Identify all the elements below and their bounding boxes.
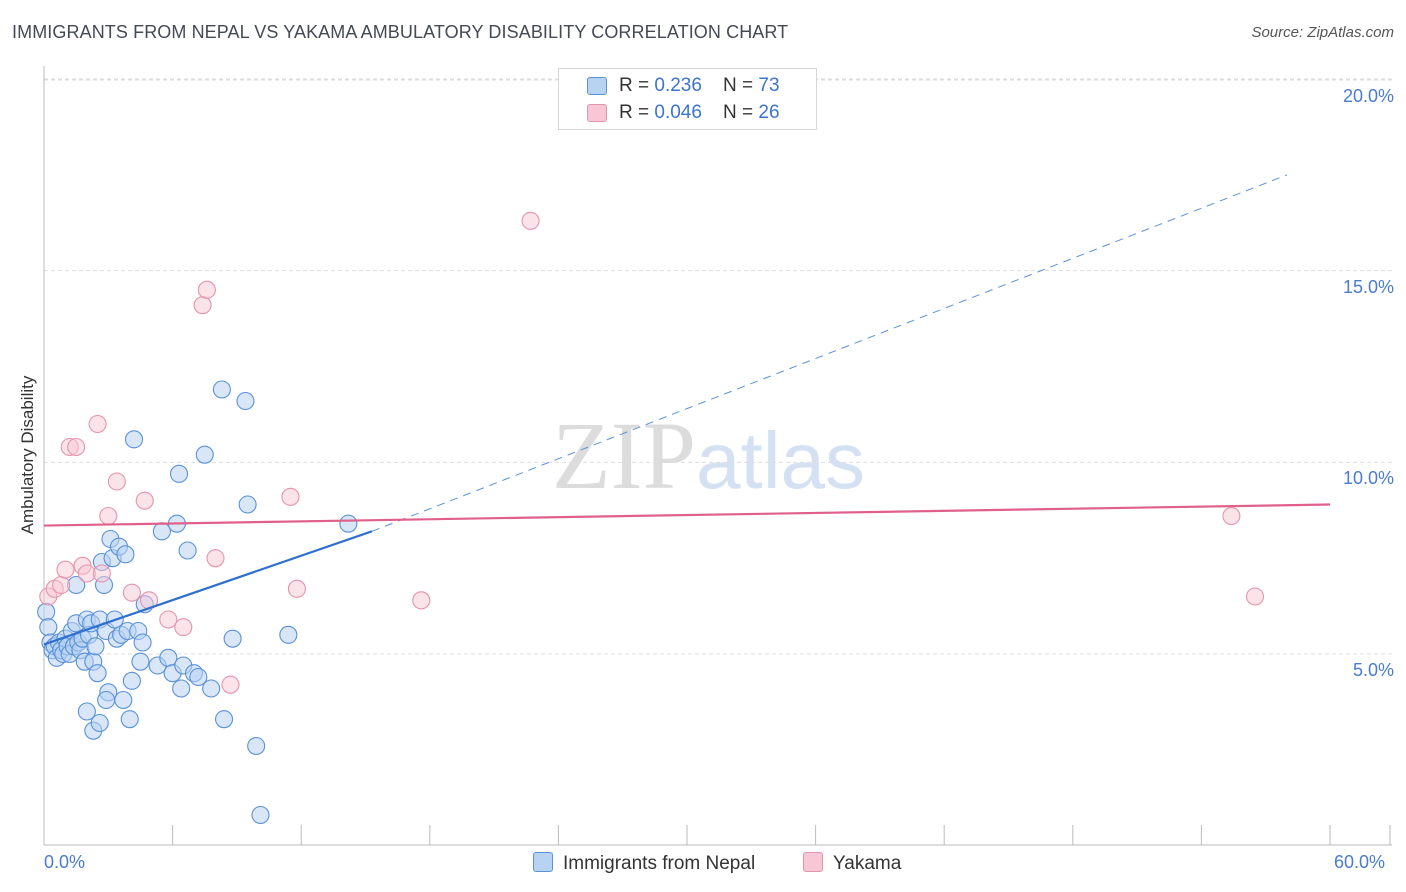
yakama-point [88, 414, 107, 434]
yakama-point [197, 280, 216, 299]
nepal-point [236, 391, 255, 411]
nepal-point [212, 380, 231, 399]
legend-row-nepal: R = 0.236 N = 73 [619, 75, 780, 97]
yakama-point [221, 675, 240, 694]
yakama-point [107, 472, 126, 491]
yakama-point [412, 591, 431, 610]
y-tick-label-20: 20.0% [1342, 86, 1394, 106]
yakama-point [159, 610, 178, 629]
nepal-point [238, 495, 257, 514]
yakama-point [1222, 506, 1241, 526]
legend-swatch-nepal [587, 77, 607, 95]
nepal-point [116, 545, 135, 564]
watermark: ZIPatlas [552, 400, 865, 511]
nepal-point [339, 514, 358, 533]
yakama-point [92, 564, 111, 583]
chart-title: IMMIGRANTS FROM NEPAL VS YAKAMA AMBULATO… [12, 22, 789, 42]
bottom-legend-label-nepal: Immigrants from Nepal [563, 853, 756, 874]
yakama-point [1245, 587, 1265, 606]
stats-legend: R = 0.236 N = 73 R = 0.046 N = 26 [558, 68, 817, 130]
yakama-point [521, 211, 540, 230]
nepal-point [122, 671, 141, 690]
nepal-trendline-extrapolation [371, 174, 1288, 532]
bottom-legend-swatch-yakama [803, 852, 823, 872]
yakama-point [174, 618, 193, 637]
yakama-point [52, 575, 71, 595]
y-tick-label-10: 10.0% [1342, 468, 1394, 488]
bottom-legend-nepal: Immigrants from Nepal [533, 852, 755, 875]
nepal-point [120, 710, 139, 729]
yakama-point [99, 506, 118, 526]
nepal-point [251, 805, 270, 825]
yakama-point [56, 560, 75, 579]
watermark-zip: ZIP [552, 402, 696, 509]
nepal-point [159, 648, 178, 667]
yakama-point [135, 491, 154, 510]
nepal-point [86, 637, 105, 656]
nepal-point [202, 679, 221, 698]
yakama-point [193, 296, 212, 315]
bottom-legend-label-yakama: Yakama [833, 853, 902, 874]
y-tick-label-15: 15.0% [1342, 277, 1394, 297]
legend-r-value-yakama: 0.046 [654, 102, 702, 123]
y-tick-label-5: 5.0% [1352, 660, 1394, 680]
legend-swatch-yakama [587, 104, 607, 122]
yakama-point [287, 579, 306, 598]
nepal-point [279, 625, 298, 644]
nepal-point [88, 664, 107, 683]
nepal-point [77, 702, 96, 721]
chart-source: Source: ZipAtlas.com [1251, 24, 1394, 41]
nepal-point [247, 736, 266, 756]
y-axis-label: Ambulatory Disability [18, 375, 37, 535]
yakama-point [281, 487, 300, 506]
yakama-trendline [43, 503, 1331, 527]
nepal-point [131, 652, 150, 671]
nepal-point [97, 690, 116, 710]
legend-n-label: N = [723, 102, 759, 123]
nepal-trendline [43, 530, 373, 646]
x-tick-label-max: 60.0% [1334, 852, 1386, 872]
nepal-point [214, 710, 234, 729]
watermark-atlas: atlas [696, 416, 865, 505]
yakama-point [77, 564, 96, 583]
legend-r-label: R = [619, 75, 655, 96]
bottom-legend-swatch-nepal [533, 852, 553, 872]
nepal-point [152, 522, 171, 541]
nepal-point [178, 541, 197, 560]
legend-r-value-nepal: 0.236 [654, 75, 702, 96]
yakama-point [122, 583, 141, 602]
nepal-point [114, 690, 133, 710]
nepal-point [133, 633, 152, 652]
nepal-point [39, 618, 58, 637]
nepal-point [223, 629, 242, 648]
legend-n-label: N = [723, 75, 759, 96]
yakama-point [206, 549, 225, 568]
nepal-point [124, 430, 144, 449]
legend-n-value-nepal: 73 [758, 75, 780, 96]
nepal-point [189, 667, 208, 687]
nepal-point [195, 445, 214, 464]
nepal-point [169, 464, 189, 483]
nepal-point [90, 713, 109, 733]
nepal-point [172, 679, 191, 698]
x-tick-label-min: 0.0% [44, 852, 86, 872]
legend-r-label: R = [619, 102, 655, 123]
yakama-point [67, 437, 86, 457]
bottom-legend-yakama: Yakama [803, 852, 901, 875]
legend-row-yakama: R = 0.046 N = 26 [619, 102, 780, 124]
legend-n-value-yakama: 26 [758, 102, 780, 123]
nepal-point [37, 602, 56, 621]
